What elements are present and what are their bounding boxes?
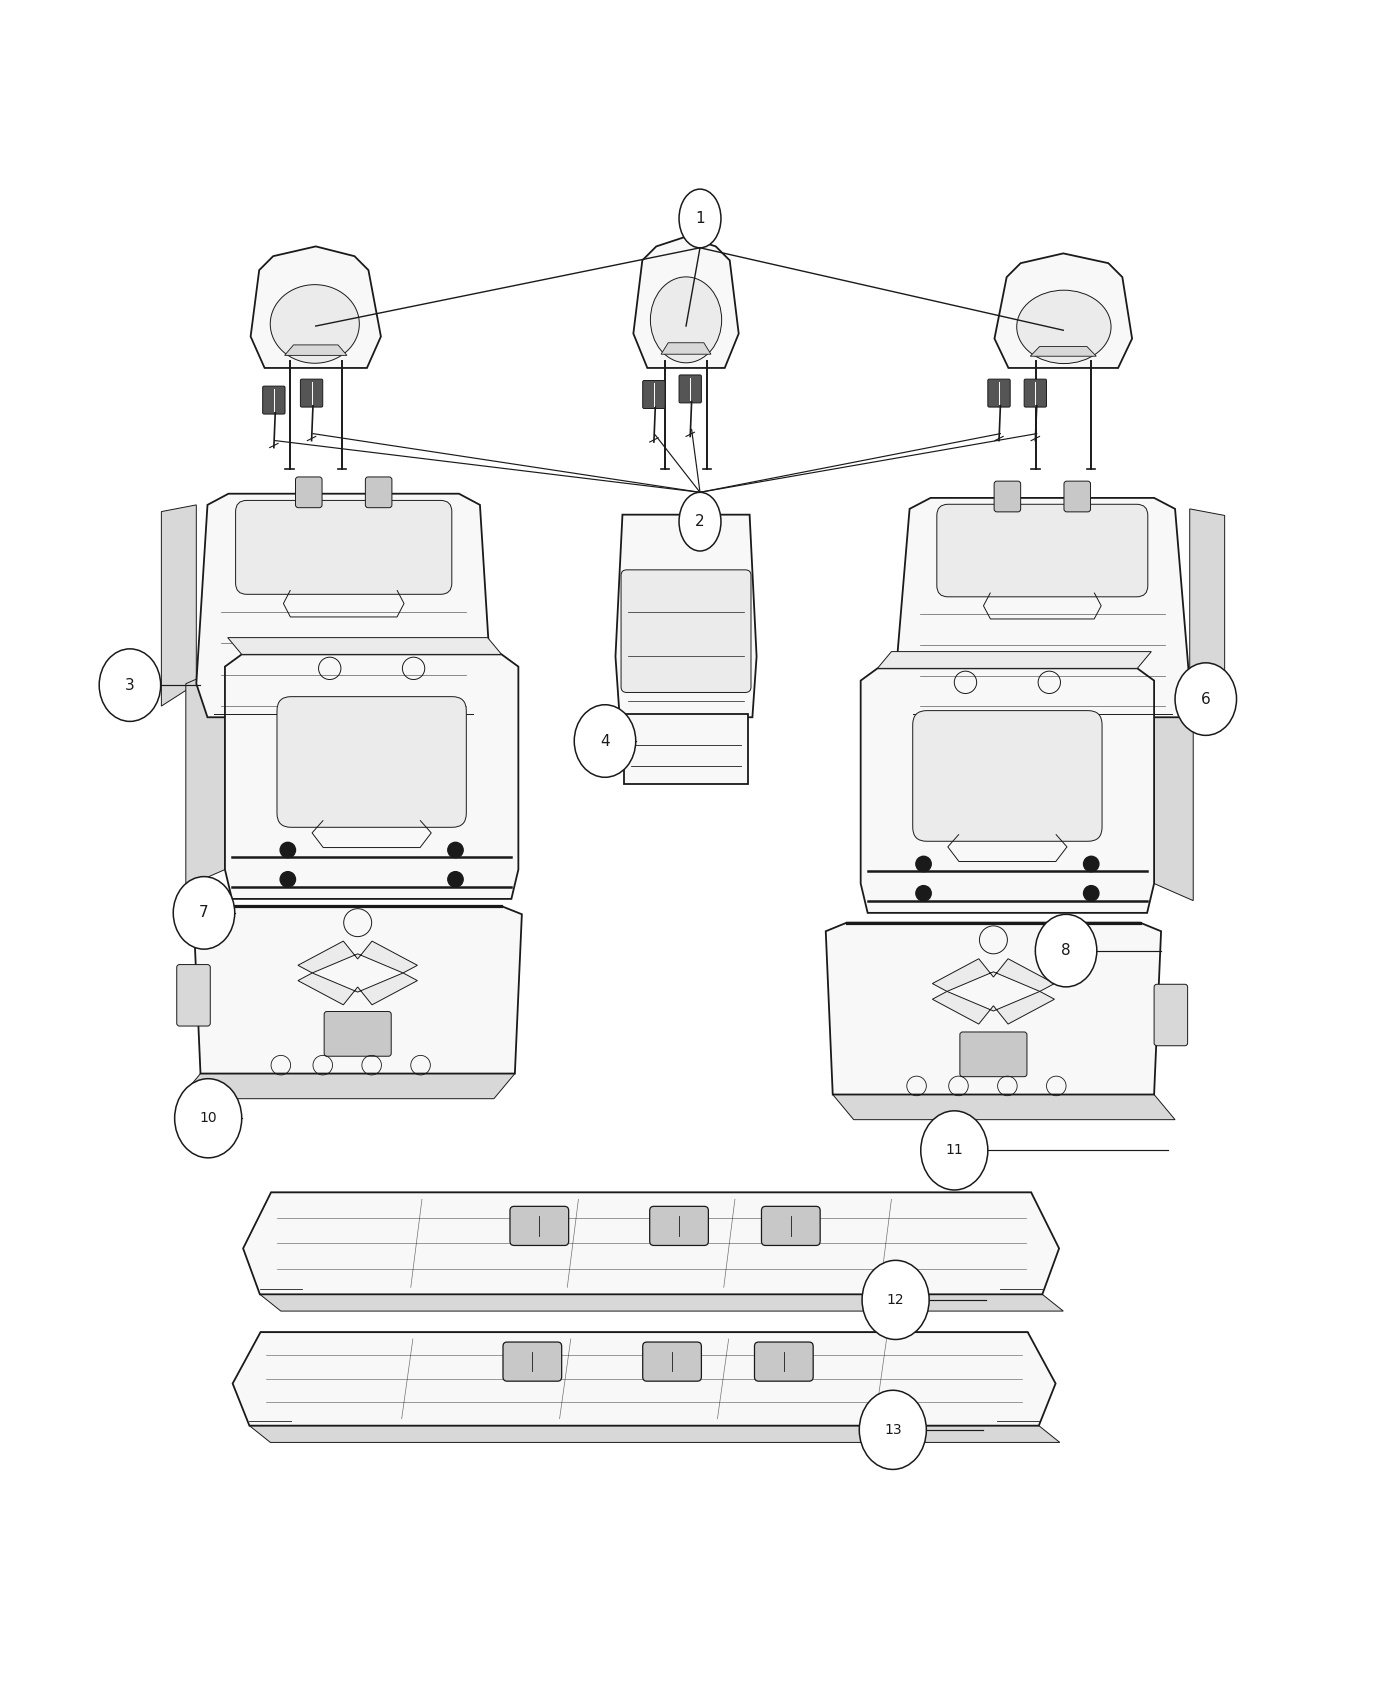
FancyBboxPatch shape — [1064, 481, 1091, 512]
Circle shape — [1084, 886, 1099, 901]
Ellipse shape — [1175, 663, 1236, 736]
FancyBboxPatch shape — [624, 714, 748, 784]
Text: 2: 2 — [696, 513, 704, 529]
FancyBboxPatch shape — [365, 478, 392, 508]
Text: 4: 4 — [601, 733, 610, 748]
Ellipse shape — [175, 1080, 242, 1158]
Circle shape — [280, 872, 295, 887]
Polygon shape — [232, 1333, 1056, 1426]
Polygon shape — [179, 1074, 515, 1098]
Polygon shape — [1030, 347, 1096, 357]
Polygon shape — [661, 343, 711, 354]
FancyBboxPatch shape — [622, 570, 750, 692]
FancyBboxPatch shape — [263, 386, 286, 415]
Ellipse shape — [860, 1391, 927, 1469]
FancyBboxPatch shape — [510, 1207, 568, 1246]
FancyBboxPatch shape — [1154, 984, 1187, 1046]
Ellipse shape — [574, 706, 636, 777]
Text: 3: 3 — [125, 678, 134, 692]
Polygon shape — [932, 959, 1054, 991]
Ellipse shape — [174, 877, 235, 949]
Polygon shape — [826, 923, 1161, 1095]
FancyBboxPatch shape — [643, 1341, 701, 1380]
Polygon shape — [251, 246, 381, 367]
Circle shape — [448, 842, 463, 858]
FancyBboxPatch shape — [176, 964, 210, 1027]
Text: 11: 11 — [945, 1144, 963, 1158]
Text: 12: 12 — [886, 1294, 904, 1307]
Polygon shape — [994, 253, 1133, 367]
Polygon shape — [895, 498, 1190, 717]
Circle shape — [1084, 857, 1099, 872]
FancyBboxPatch shape — [650, 1207, 708, 1246]
Polygon shape — [833, 1095, 1175, 1120]
FancyBboxPatch shape — [913, 711, 1102, 842]
Text: 10: 10 — [199, 1112, 217, 1125]
FancyBboxPatch shape — [937, 505, 1148, 597]
Ellipse shape — [651, 277, 721, 362]
FancyBboxPatch shape — [1025, 379, 1047, 406]
FancyBboxPatch shape — [643, 381, 665, 408]
Polygon shape — [228, 638, 501, 654]
Polygon shape — [196, 493, 491, 717]
Ellipse shape — [679, 493, 721, 551]
Polygon shape — [861, 668, 1154, 913]
Polygon shape — [932, 991, 1054, 1023]
FancyBboxPatch shape — [295, 478, 322, 508]
Ellipse shape — [1016, 291, 1112, 364]
Polygon shape — [298, 972, 417, 1005]
Circle shape — [916, 886, 931, 901]
Polygon shape — [225, 654, 518, 899]
FancyBboxPatch shape — [988, 379, 1011, 406]
Text: 1: 1 — [696, 211, 704, 226]
Polygon shape — [249, 1426, 1060, 1442]
Polygon shape — [298, 942, 417, 972]
Polygon shape — [616, 515, 756, 717]
FancyBboxPatch shape — [301, 379, 323, 406]
Text: 13: 13 — [883, 1423, 902, 1436]
Polygon shape — [186, 666, 225, 887]
Ellipse shape — [270, 284, 360, 364]
FancyBboxPatch shape — [503, 1341, 561, 1380]
Circle shape — [280, 842, 295, 858]
FancyBboxPatch shape — [679, 376, 701, 403]
FancyBboxPatch shape — [277, 697, 466, 828]
Polygon shape — [284, 345, 347, 355]
FancyBboxPatch shape — [325, 1012, 391, 1056]
FancyBboxPatch shape — [762, 1207, 820, 1246]
Polygon shape — [193, 906, 522, 1074]
FancyBboxPatch shape — [755, 1341, 813, 1380]
FancyBboxPatch shape — [235, 500, 452, 595]
Text: 7: 7 — [199, 906, 209, 920]
Polygon shape — [878, 651, 1151, 668]
Polygon shape — [244, 1192, 1058, 1294]
Polygon shape — [633, 236, 739, 367]
Polygon shape — [260, 1294, 1063, 1311]
Polygon shape — [161, 505, 196, 706]
Text: 8: 8 — [1061, 944, 1071, 959]
Circle shape — [916, 857, 931, 872]
Ellipse shape — [99, 649, 161, 721]
Polygon shape — [1154, 680, 1193, 901]
Text: 6: 6 — [1201, 692, 1211, 707]
Ellipse shape — [921, 1110, 988, 1190]
Circle shape — [448, 872, 463, 887]
Ellipse shape — [862, 1260, 930, 1340]
Polygon shape — [1190, 508, 1225, 706]
Ellipse shape — [1036, 915, 1096, 988]
FancyBboxPatch shape — [960, 1032, 1028, 1076]
Ellipse shape — [679, 189, 721, 248]
FancyBboxPatch shape — [994, 481, 1021, 512]
